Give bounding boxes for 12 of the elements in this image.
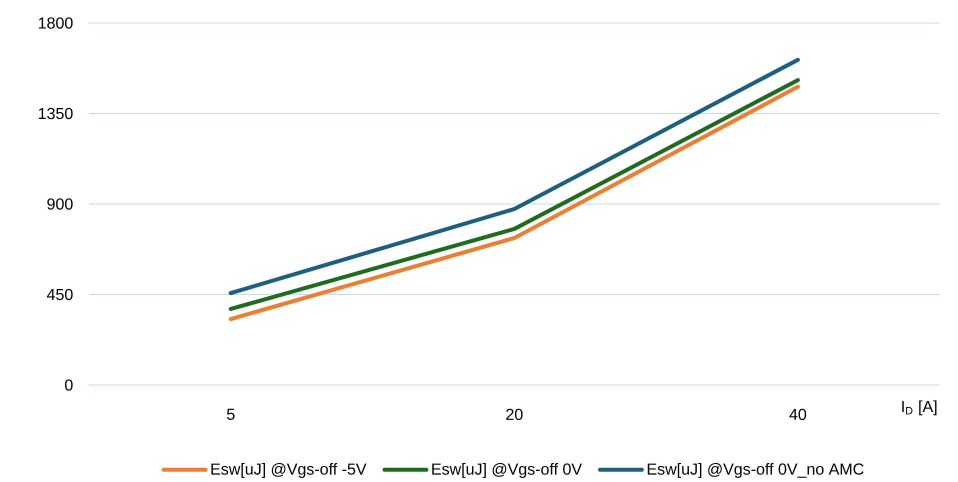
x-axis-title: I$_{D}$ [A]: [902, 400, 936, 416]
x-tick-label: 40: [789, 408, 806, 420]
legend-label: Esw[uJ] @Vgs-off 0V: [432, 462, 582, 478]
x-tick-label: 20: [506, 408, 523, 420]
legend-label: Esw[uJ] @Vgs-off 0V_no AMC: [648, 462, 864, 478]
y-tick-label: 1800: [38, 17, 73, 29]
y-tick-label: 0: [65, 379, 73, 391]
legend-label: Esw[uJ] @Vgs-off -5V: [211, 462, 366, 478]
y-tick-label: 900: [47, 198, 73, 210]
x-tick-label: 5: [226, 408, 235, 420]
y-tick-label: 1350: [38, 108, 73, 120]
y-tick-label: 450: [46, 288, 73, 300]
